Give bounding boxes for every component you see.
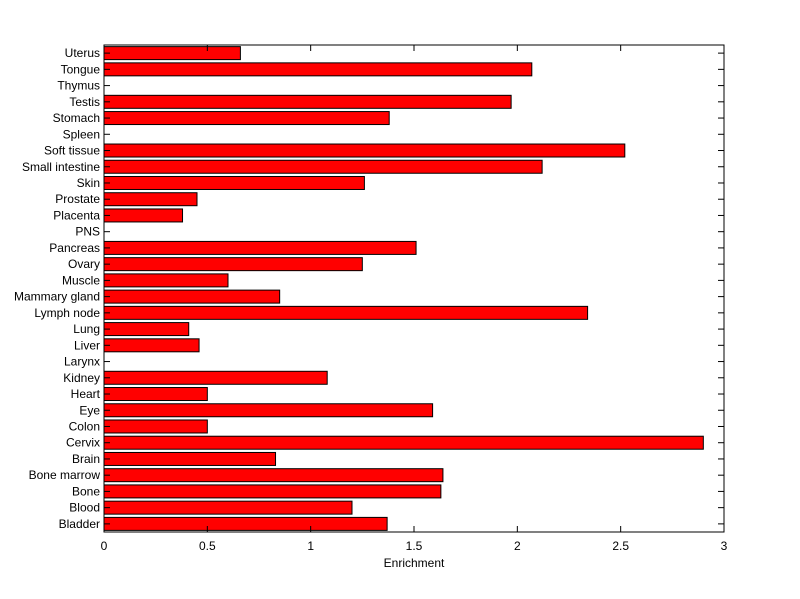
- category-label-22: Eye: [79, 403, 100, 417]
- category-label-12: Pancreas: [49, 241, 100, 255]
- bar-22: [103, 403, 434, 418]
- bar-29: [103, 516, 388, 531]
- bar-0: [103, 46, 241, 61]
- category-label-26: Bone marrow: [29, 468, 101, 482]
- category-label-23: Colon: [69, 419, 100, 433]
- bar-14: [103, 273, 229, 288]
- category-label-8: Skin: [77, 176, 100, 190]
- category-label-14: Muscle: [62, 273, 100, 287]
- category-label-9: Prostate: [55, 192, 100, 206]
- bar-18: [103, 338, 200, 353]
- x-tick-label-6: 3: [721, 539, 728, 553]
- category-label-5: Spleen: [63, 127, 100, 141]
- category-label-24: Cervix: [66, 436, 100, 450]
- bar-16: [103, 305, 589, 320]
- category-label-4: Stomach: [53, 111, 100, 125]
- bar-15: [103, 289, 281, 304]
- category-label-10: Placenta: [53, 208, 100, 222]
- x-tick-label-0: 0: [101, 539, 108, 553]
- bar-6: [103, 143, 626, 158]
- x-tick-label-4: 2: [514, 539, 521, 553]
- bar-8: [103, 175, 365, 190]
- category-label-3: Testis: [69, 95, 100, 109]
- bar-4: [103, 111, 390, 126]
- category-label-6: Soft tissue: [44, 144, 100, 158]
- category-label-27: Bone: [72, 484, 100, 498]
- category-label-25: Brain: [72, 452, 100, 466]
- x-axis-title: Enrichment: [384, 556, 445, 570]
- category-label-17: Lung: [73, 322, 100, 336]
- category-label-21: Heart: [71, 387, 101, 401]
- x-tick-label-5: 2.5: [612, 539, 629, 553]
- x-tick-label-1: 0.5: [199, 539, 216, 553]
- category-label-7: Small intestine: [22, 160, 100, 174]
- category-label-11: PNS: [75, 225, 100, 239]
- bar-17: [103, 322, 190, 337]
- category-label-15: Mammary gland: [14, 290, 100, 304]
- category-label-1: Tongue: [61, 62, 101, 76]
- bar-24: [103, 435, 704, 450]
- bar-9: [103, 192, 198, 207]
- bar-21: [103, 387, 208, 402]
- bar-27: [103, 484, 442, 499]
- x-tick-labels: 0 0.5 1 1.5 2 2.5 3: [101, 539, 728, 553]
- x-tick-label-2: 1: [307, 539, 314, 553]
- category-label-18: Liver: [74, 338, 100, 352]
- category-labels: Uterus Tongue Thymus Testis Stomach Spleen Sof…: [14, 46, 101, 531]
- category-label-19: Larynx: [64, 355, 100, 369]
- category-label-16: Lymph node: [34, 306, 100, 320]
- bar-23: [103, 419, 208, 434]
- bars-group: [103, 46, 704, 531]
- category-label-0: Uterus: [65, 46, 100, 60]
- bar-28: [103, 500, 353, 515]
- x-tick-label-3: 1.5: [406, 539, 423, 553]
- category-label-29: Bladder: [59, 517, 100, 531]
- bar-20: [103, 370, 328, 385]
- bar-26: [103, 468, 444, 483]
- bar-25: [103, 451, 277, 466]
- ticks-group: [103, 45, 725, 532]
- bar-12: [103, 240, 417, 255]
- category-label-13: Ovary: [68, 257, 100, 271]
- category-label-28: Blood: [69, 501, 100, 515]
- bar-10: [103, 208, 184, 223]
- bar-1: [103, 62, 533, 77]
- category-label-20: Kidney: [63, 371, 100, 385]
- bar-7: [103, 159, 543, 174]
- bar-3: [103, 94, 512, 109]
- category-label-2: Thymus: [57, 79, 100, 93]
- bar-13: [103, 257, 363, 272]
